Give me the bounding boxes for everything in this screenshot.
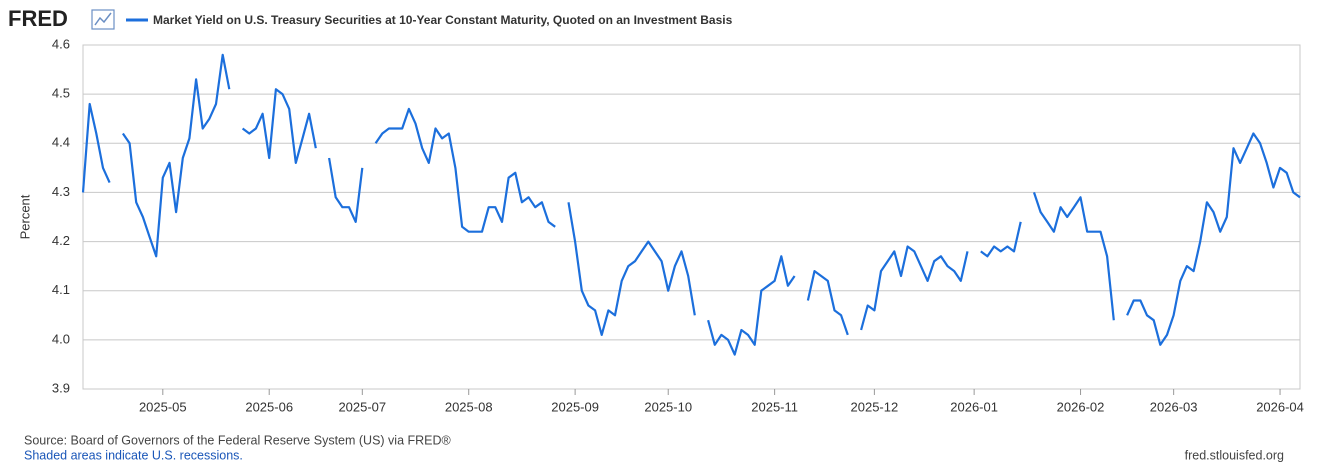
x-tick-label: 2025-12 (851, 399, 899, 414)
logo: FRED (8, 6, 68, 31)
series-line (328, 157, 364, 223)
y-tick-label: 4.5 (52, 86, 70, 101)
x-tick-label: 2025-09 (551, 399, 599, 414)
series-line (1126, 132, 1301, 346)
x-tick-label: 2025-06 (245, 399, 293, 414)
series-line (860, 245, 969, 331)
series-line (707, 255, 796, 356)
series-line (121, 53, 231, 258)
y-tick-label: 4.1 (52, 282, 70, 297)
source: Source: Board of Governors of the Federa… (24, 433, 452, 447)
x-tick-label: 2026-01 (950, 399, 998, 414)
y-axis-label: Percent (17, 194, 32, 239)
logo-icon (91, 9, 115, 30)
x-tick-label: 2025-10 (644, 399, 692, 414)
x-tick-label: 2025-05 (139, 399, 187, 414)
x-tick-label: 2025-08 (445, 399, 493, 414)
y-tick-label: 4.0 (52, 331, 70, 346)
y-tick-label: 3.9 (52, 380, 70, 395)
legend-label: Market Yield on U.S. Treasury Securities… (153, 13, 733, 27)
x-tick-label: 2026-02 (1057, 399, 1105, 414)
x-tick-label: 2026-04 (1256, 399, 1304, 414)
y-tick-label: 4.6 (52, 36, 70, 51)
series-line (980, 221, 1022, 258)
x-tick-label: 2026-03 (1150, 399, 1198, 414)
series-line (806, 270, 849, 336)
note: Shaded areas indicate U.S. recessions. (24, 448, 243, 462)
y-tick-label: 4.3 (52, 184, 70, 199)
series-line (81, 102, 111, 193)
x-tick-label: 2025-11 (751, 399, 798, 414)
series-line (567, 202, 696, 336)
y-tick-label: 4.4 (52, 135, 70, 150)
plot-area (82, 44, 1301, 390)
x-tick-label: 2025-07 (338, 399, 386, 414)
series-line (1032, 192, 1115, 321)
y-tick-label: 4.2 (52, 233, 70, 248)
website: fred.stlouisfed.org (1185, 448, 1284, 462)
series-line (241, 88, 317, 164)
series-line (374, 107, 556, 233)
